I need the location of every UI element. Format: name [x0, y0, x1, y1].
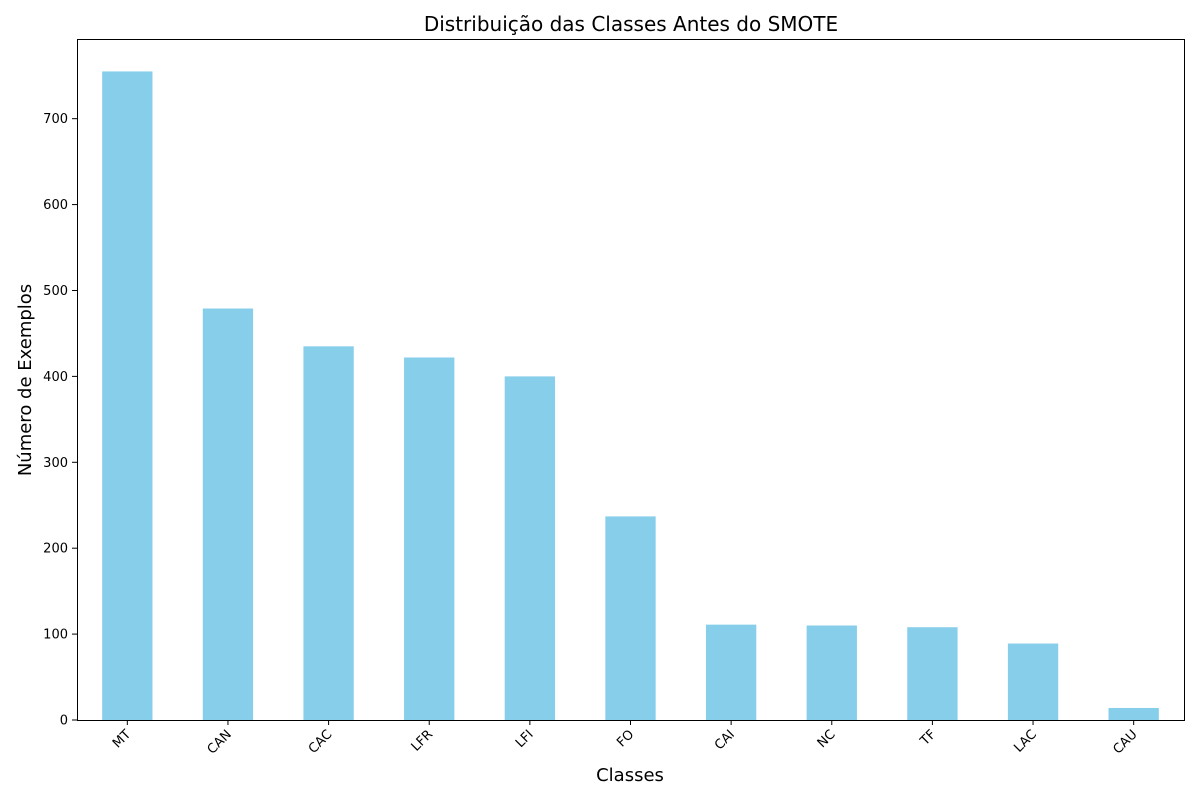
bar-can: [202, 308, 254, 720]
bar-cau: [1108, 707, 1159, 720]
x-tick-label: CAU: [1110, 727, 1140, 757]
x-tick-label: FO: [614, 727, 637, 750]
bar-lfi: [504, 376, 556, 720]
x-tick-label: CAI: [712, 727, 738, 753]
bar-cac: [303, 346, 354, 720]
x-tick-label: CAC: [306, 727, 336, 757]
bar-lac: [1007, 643, 1059, 720]
chart-title: Distribuição das Classes Antes do SMOTE: [424, 12, 838, 36]
x-tick-label: LFI: [513, 727, 537, 751]
x-tick-label: TF: [917, 727, 939, 749]
y-tick-label: 600: [43, 198, 68, 213]
x-tick-label: CAN: [205, 727, 235, 757]
y-tick-label: 100: [43, 628, 68, 643]
x-tick-label: LAC: [1011, 727, 1039, 755]
bar-mt: [102, 71, 153, 720]
plot-frame: [77, 39, 1185, 721]
x-tick-label: LFR: [409, 727, 436, 754]
y-axis: 0 100 200 300 400 500 600 700: [43, 112, 77, 729]
bar-nc: [806, 625, 857, 720]
y-axis-label: Número de Exemplos: [15, 284, 36, 476]
bar-lfr: [404, 357, 455, 720]
x-tick-label: MT: [110, 727, 134, 751]
bar-tf: [907, 627, 958, 720]
x-axis-label: Classes: [596, 765, 664, 786]
x-tick-label: NC: [815, 727, 839, 751]
y-tick-label: 200: [43, 542, 68, 557]
y-tick-label: 500: [43, 284, 68, 299]
y-tick-label: 700: [43, 112, 68, 127]
y-tick-label: 300: [43, 456, 68, 471]
bar-cai: [705, 624, 757, 720]
y-tick-label: 0: [60, 714, 68, 729]
bar-fo: [605, 516, 656, 720]
bars-group: [102, 71, 1159, 720]
x-axis: MT CAN CAC LFR LFI FO CAI NC TF LAC CAU: [110, 720, 1141, 757]
y-tick-label: 400: [43, 370, 68, 385]
